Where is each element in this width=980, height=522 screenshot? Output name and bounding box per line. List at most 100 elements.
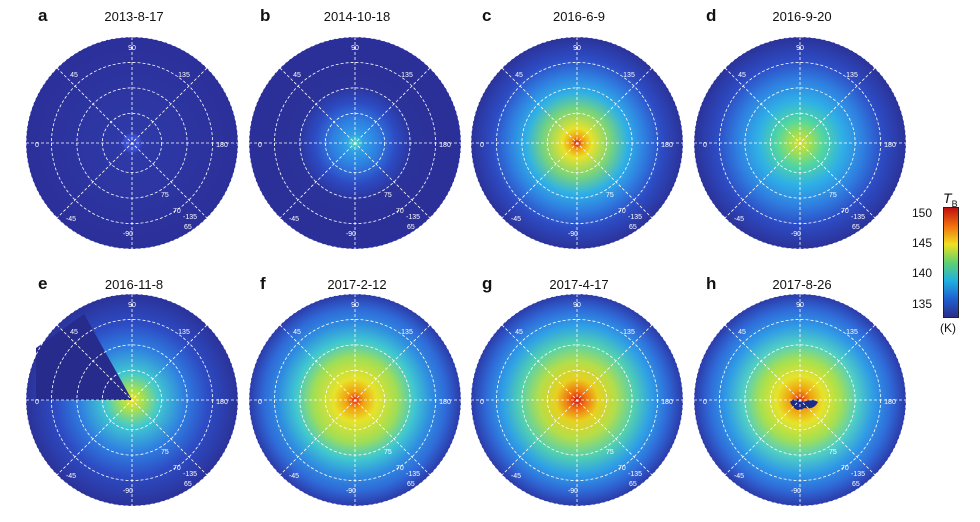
colorbar-tick: 150	[912, 206, 933, 220]
latitude-label: 60	[862, 494, 870, 501]
longitude-label: 0	[703, 399, 707, 406]
latitude-label: 75	[606, 192, 614, 199]
longitude-label: 135	[846, 72, 858, 79]
latitude-label: 60	[194, 494, 202, 501]
colorbar-title: TB	[943, 190, 958, 209]
longitude-label: 135	[401, 329, 413, 336]
longitude-label: 90	[796, 45, 804, 52]
latitude-label: 65	[629, 224, 637, 231]
longitude-label: 90	[351, 302, 359, 309]
longitude-label: 45	[515, 329, 523, 336]
latitude-label: 60	[639, 237, 647, 244]
longitude-label: 180	[439, 399, 451, 406]
latitude-label: 60	[417, 237, 425, 244]
latitude-label: 65	[852, 481, 860, 488]
longitude-label: 90	[128, 302, 136, 309]
panel-letter: g	[482, 274, 493, 293]
latitude-label: 75	[606, 449, 614, 456]
longitude-label: 0	[258, 142, 262, 149]
meridian-line	[501, 324, 653, 476]
panel-letter: c	[482, 6, 492, 25]
meridian-line	[724, 67, 876, 219]
longitude-label: 180	[884, 399, 896, 406]
data-gap	[36, 314, 132, 400]
latitude-label: 70	[841, 208, 849, 215]
longitude-label: 0	[35, 142, 39, 149]
latitude-label: 65	[852, 224, 860, 231]
longitude-label: -135	[628, 471, 642, 478]
longitude-label: -90	[123, 231, 133, 238]
latitude-label: 70	[173, 465, 181, 472]
panel-letter: e	[38, 274, 48, 293]
longitude-label: -135	[406, 471, 420, 478]
colorbar-subscript: B	[951, 198, 958, 209]
latitude-label: 70	[396, 208, 404, 215]
longitude-label: -135	[183, 471, 197, 478]
longitude-label: 45	[70, 72, 78, 79]
longitude-label: -90	[791, 488, 801, 495]
longitude-label: 180	[884, 142, 896, 149]
panel-date: 2014-10-18	[323, 9, 391, 24]
panel-date: 2013-8-17	[104, 9, 164, 24]
meridian-line	[56, 324, 208, 476]
longitude-label: 0	[703, 142, 707, 149]
longitude-label: 0	[258, 399, 262, 406]
colorbar-gradient	[943, 207, 959, 318]
longitude-label: 135	[178, 72, 190, 79]
latitude-label: 70	[618, 208, 626, 215]
panel-date: 2016-11-8	[104, 277, 164, 292]
longitude-label: 0	[35, 399, 39, 406]
longitude-label: 135	[846, 329, 858, 336]
longitude-label: -45	[66, 216, 76, 223]
latitude-label: 75	[384, 192, 392, 199]
panel-letter: d	[706, 6, 717, 25]
longitude-label: -45	[734, 216, 744, 223]
panel-date: 2017-2-12	[327, 277, 387, 292]
longitude-label: 0	[480, 399, 484, 406]
latitude-label: 70	[618, 465, 626, 472]
latitude-label: 65	[629, 481, 637, 488]
panel-date: 2017-4-17	[549, 277, 609, 292]
latitude-label: 75	[829, 449, 837, 456]
meridian-line	[279, 324, 431, 476]
longitude-label: 180	[439, 142, 451, 149]
longitude-label: -45	[66, 473, 76, 480]
panel-date: 2017-8-26	[772, 277, 832, 292]
latitude-label: 70	[173, 208, 181, 215]
latitude-label: 65	[184, 224, 192, 231]
longitude-label: 90	[128, 45, 136, 52]
latitude-label: 60	[639, 494, 647, 501]
panel-letter: f	[260, 274, 266, 293]
longitude-label: 135	[401, 72, 413, 79]
latitude-label: 60	[862, 237, 870, 244]
panel-letter: a	[38, 6, 48, 25]
longitude-label: 135	[178, 329, 190, 336]
colorbar-unit: (K)	[940, 321, 956, 335]
latitude-label: 70	[841, 465, 849, 472]
longitude-label: 45	[738, 329, 746, 336]
panel-date: 2016-9-20	[772, 9, 832, 24]
meridian-line	[279, 67, 431, 219]
panel-letter: b	[260, 6, 271, 25]
longitude-label: 90	[573, 302, 581, 309]
longitude-label: 90	[796, 302, 804, 309]
longitude-label: -135	[851, 471, 865, 478]
longitude-label: 180	[216, 399, 228, 406]
longitude-label: -135	[406, 214, 420, 221]
longitude-label: -90	[346, 488, 356, 495]
longitude-label: -135	[628, 214, 642, 221]
longitude-label: 135	[623, 72, 635, 79]
longitude-label: -45	[289, 473, 299, 480]
latitude-label: 65	[184, 481, 192, 488]
latitude-label: 60	[194, 237, 202, 244]
longitude-label: -45	[511, 216, 521, 223]
longitude-label: -90	[791, 231, 801, 238]
longitude-label: -135	[183, 214, 197, 221]
longitude-label: 135	[623, 329, 635, 336]
